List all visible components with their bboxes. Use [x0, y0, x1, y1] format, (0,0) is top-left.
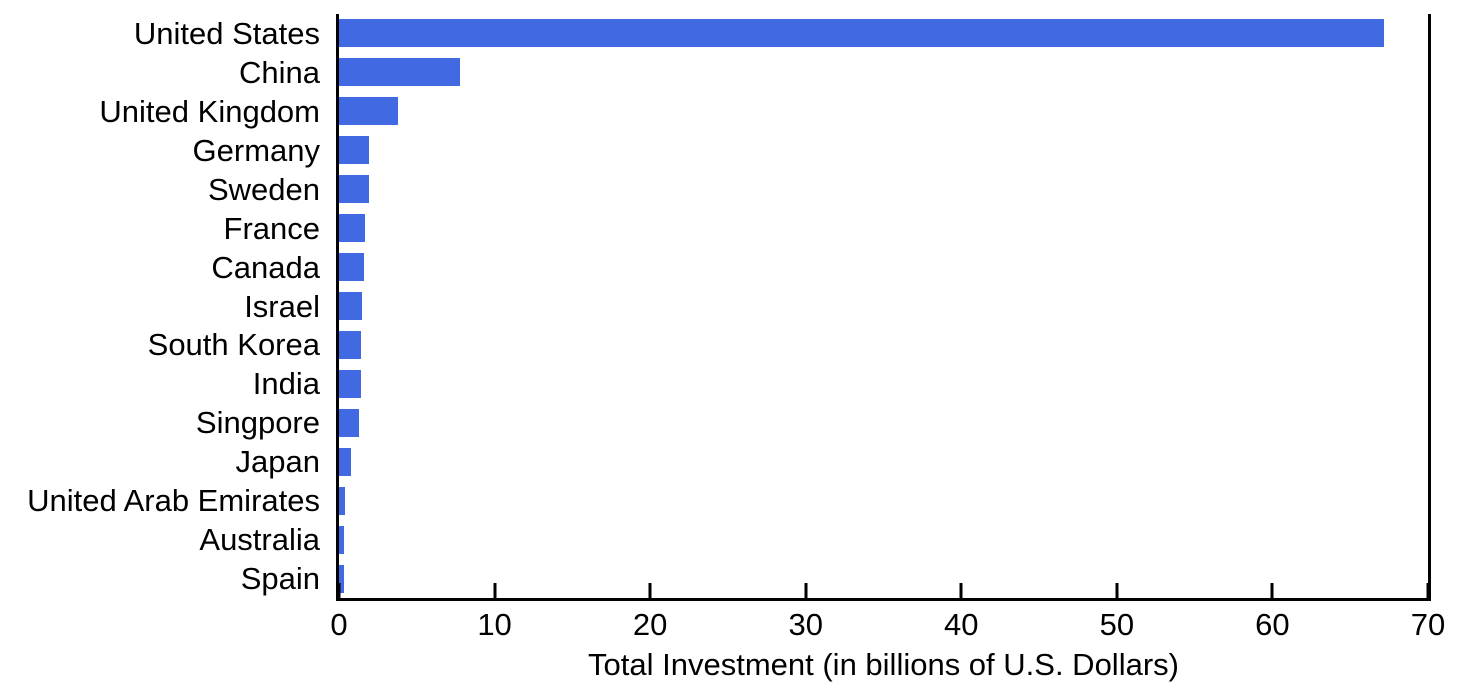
bar-row-france	[339, 209, 1428, 248]
x-axis-tick-label-0: 0	[330, 607, 348, 642]
bar-united-states	[339, 19, 1385, 48]
bar-singpore	[339, 408, 360, 437]
bar-canada	[339, 253, 364, 282]
x-axis-tick-20	[648, 583, 652, 598]
bar-row-united-states	[339, 14, 1428, 53]
bar-row-israel	[339, 287, 1428, 326]
x-axis-tick-60	[1270, 583, 1274, 598]
bar-row-australia	[339, 520, 1428, 559]
y-axis-label-spain: Spain	[240, 561, 320, 597]
bar-row-india	[339, 364, 1428, 403]
y-axis-label-canada: Canada	[211, 249, 320, 285]
y-axis-label-japan: Japan	[235, 444, 320, 480]
bar-australia	[339, 525, 344, 554]
y-axis-label-singpore: Singpore	[195, 405, 320, 441]
x-axis-tick-label-40: 40	[944, 607, 979, 642]
y-axis-label-israel: Israel	[244, 288, 320, 324]
x-axis-title: Total Investment (in billions of U.S. Do…	[588, 647, 1179, 682]
y-axis-label-united-states: United States	[133, 15, 320, 51]
bar-row-germany	[339, 131, 1428, 170]
y-axis-label-united-kingdom: United Kingdom	[99, 93, 320, 129]
bar-row-sweden	[339, 170, 1428, 209]
bar-spain	[339, 564, 344, 593]
y-axis-labels: United States China United Kingdom Germany S…	[0, 14, 328, 598]
bar-row-japan	[339, 442, 1428, 481]
x-axis-tick-50	[1115, 583, 1119, 598]
bar-row-spain	[339, 559, 1428, 598]
bar-row-united-kingdom	[339, 92, 1428, 131]
bar-south-korea	[339, 330, 361, 359]
x-axis-tick-labels: 0 10 20 30 40 50 60 70	[330, 607, 1445, 644]
y-axis-label-south-korea: South Korea	[147, 327, 320, 363]
x-axis-tick-70	[1426, 583, 1430, 598]
x-axis-tick-40	[959, 583, 963, 598]
y-axis-label-sweden: Sweden	[207, 171, 320, 207]
y-axis-label-united-arab-emirates: United Arab Emirates	[27, 483, 320, 519]
bar-germany	[339, 136, 369, 165]
bar-united-arab-emirates	[339, 486, 346, 515]
x-axis-tick-30	[804, 583, 808, 598]
bar-sweden	[339, 175, 369, 204]
x-axis-tick-label-60: 60	[1255, 607, 1290, 642]
bar-china	[339, 58, 461, 87]
x-axis-tick-label-30: 30	[788, 607, 823, 642]
bar-series	[339, 14, 1428, 598]
bar-united-kingdom	[339, 97, 399, 126]
x-axis-tick-10	[493, 583, 497, 598]
x-axis-tick-label-10: 10	[477, 607, 512, 642]
bar-row-singpore	[339, 403, 1428, 442]
y-axis-label-germany: Germany	[192, 132, 320, 168]
bar-row-canada	[339, 248, 1428, 287]
bar-india	[339, 369, 361, 398]
x-axis-tick-label-70: 70	[1410, 607, 1446, 642]
y-axis-label-france: France	[223, 210, 320, 246]
y-axis-label-australia: Australia	[199, 522, 320, 558]
y-axis-label-china: China	[239, 54, 320, 90]
x-axis-tick-label-20: 20	[632, 607, 668, 642]
bar-row-united-arab-emirates	[339, 481, 1428, 520]
bar-israel	[339, 292, 363, 321]
plot-area	[336, 14, 1431, 601]
x-axis-tick-label-50: 50	[1099, 607, 1135, 642]
bar-france	[339, 214, 366, 243]
y-axis-label-india: India	[252, 366, 320, 402]
bar-row-china	[339, 53, 1428, 92]
bar-japan	[339, 447, 352, 476]
bar-row-south-korea	[339, 326, 1428, 365]
x-axis-tick-0	[337, 583, 341, 598]
